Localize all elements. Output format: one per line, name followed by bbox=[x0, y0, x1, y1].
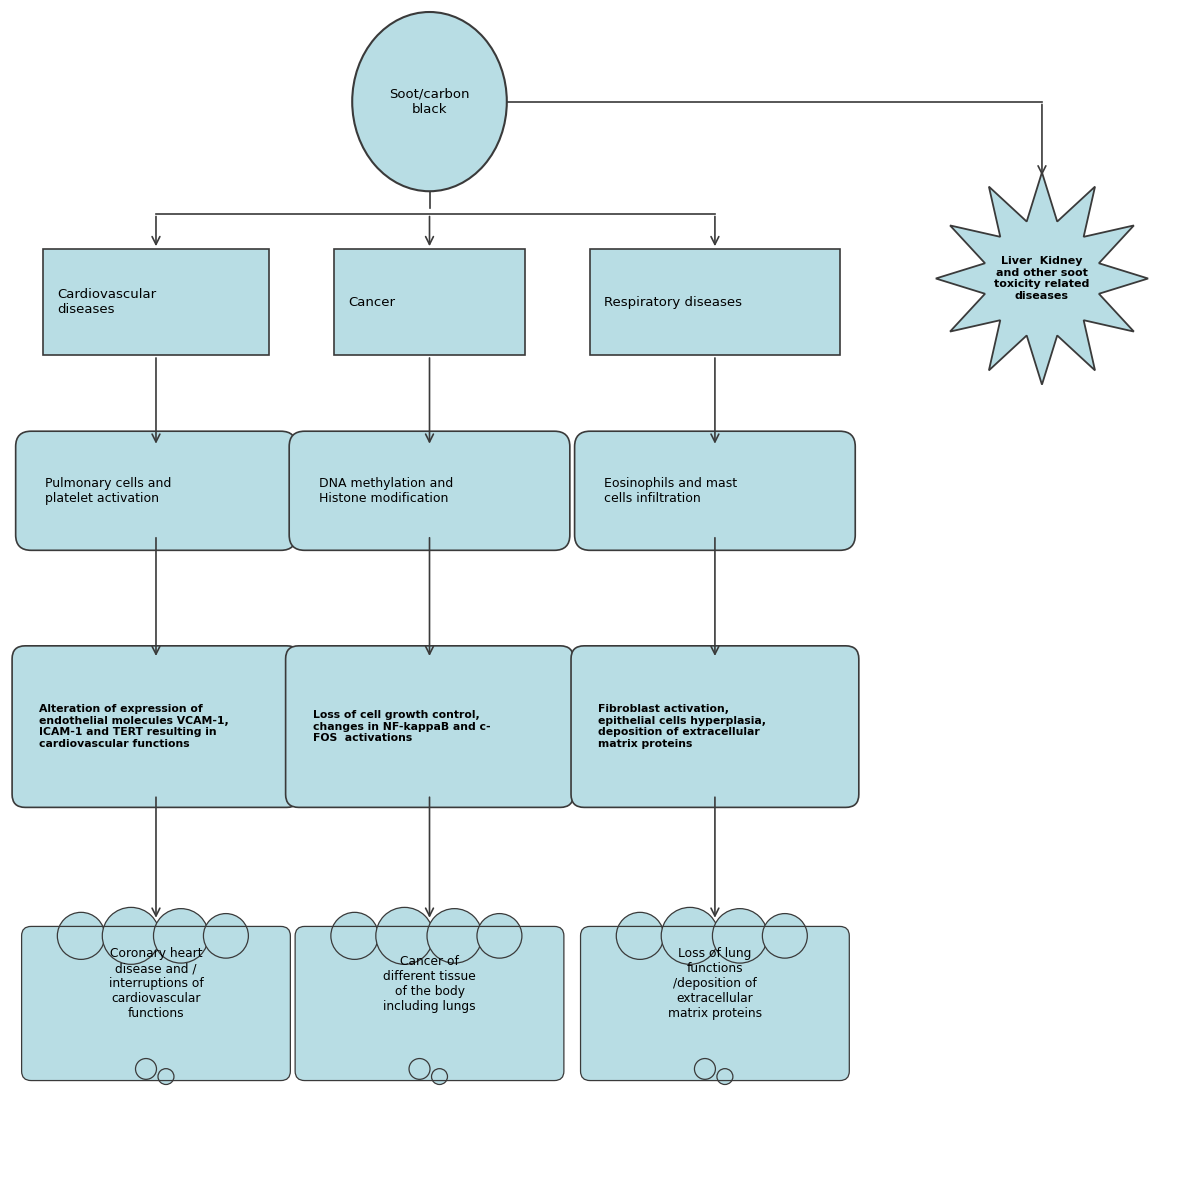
Circle shape bbox=[103, 908, 160, 965]
FancyBboxPatch shape bbox=[21, 927, 291, 1080]
Text: Loss of cell growth control,
changes in NF-kappaB and c-
FOS  activations: Loss of cell growth control, changes in … bbox=[313, 710, 491, 743]
FancyBboxPatch shape bbox=[290, 431, 570, 551]
Circle shape bbox=[616, 913, 664, 960]
Circle shape bbox=[375, 908, 433, 965]
Ellipse shape bbox=[352, 12, 507, 191]
Circle shape bbox=[159, 1069, 174, 1085]
Text: Loss of lung
functions
/deposition of
extracellular
matrix proteins: Loss of lung functions /deposition of ex… bbox=[668, 947, 762, 1020]
Circle shape bbox=[136, 1059, 156, 1079]
FancyBboxPatch shape bbox=[575, 431, 855, 551]
Circle shape bbox=[427, 909, 482, 963]
Polygon shape bbox=[936, 173, 1148, 384]
FancyBboxPatch shape bbox=[43, 249, 269, 355]
FancyBboxPatch shape bbox=[590, 249, 840, 355]
FancyBboxPatch shape bbox=[571, 645, 858, 807]
FancyBboxPatch shape bbox=[581, 927, 850, 1080]
FancyBboxPatch shape bbox=[12, 645, 300, 807]
Text: Cardiovascular
diseases: Cardiovascular diseases bbox=[57, 288, 156, 316]
Circle shape bbox=[662, 908, 719, 965]
Text: Respiratory diseases: Respiratory diseases bbox=[604, 296, 743, 309]
Circle shape bbox=[477, 914, 522, 959]
Circle shape bbox=[763, 914, 807, 959]
Text: Pulmonary cells and
platelet activation: Pulmonary cells and platelet activation bbox=[45, 476, 172, 505]
Text: Soot/carbon
black: Soot/carbon black bbox=[390, 87, 470, 116]
Text: Coronary heart
disease and /
interruptions of
cardiovascular
functions: Coronary heart disease and / interruptio… bbox=[108, 947, 204, 1020]
Text: Cancer of
different tissue
of the body
including lungs: Cancer of different tissue of the body i… bbox=[383, 955, 476, 1013]
Circle shape bbox=[331, 913, 378, 960]
FancyBboxPatch shape bbox=[286, 645, 573, 807]
Text: Fibroblast activation,
epithelial cells hyperplasia,
deposition of extracellular: Fibroblast activation, epithelial cells … bbox=[598, 704, 766, 749]
Circle shape bbox=[409, 1059, 430, 1079]
Circle shape bbox=[716, 1069, 733, 1085]
Text: Alteration of expression of
endothelial molecules VCAM-1,
ICAM-1 and TERT result: Alteration of expression of endothelial … bbox=[39, 704, 229, 749]
Text: Cancer: Cancer bbox=[348, 296, 396, 309]
FancyBboxPatch shape bbox=[15, 431, 297, 551]
Circle shape bbox=[432, 1069, 447, 1085]
FancyBboxPatch shape bbox=[335, 249, 524, 355]
Text: Eosinophils and mast
cells infiltration: Eosinophils and mast cells infiltration bbox=[604, 476, 738, 505]
Circle shape bbox=[204, 914, 248, 959]
Circle shape bbox=[713, 909, 768, 963]
Circle shape bbox=[154, 909, 209, 963]
Circle shape bbox=[695, 1059, 715, 1079]
FancyBboxPatch shape bbox=[296, 927, 564, 1080]
Text: Liver  Kidney
and other soot
toxicity related
diseases: Liver Kidney and other soot toxicity rel… bbox=[994, 256, 1089, 301]
Circle shape bbox=[57, 913, 105, 960]
Text: DNA methylation and
Histone modification: DNA methylation and Histone modification bbox=[319, 476, 453, 505]
